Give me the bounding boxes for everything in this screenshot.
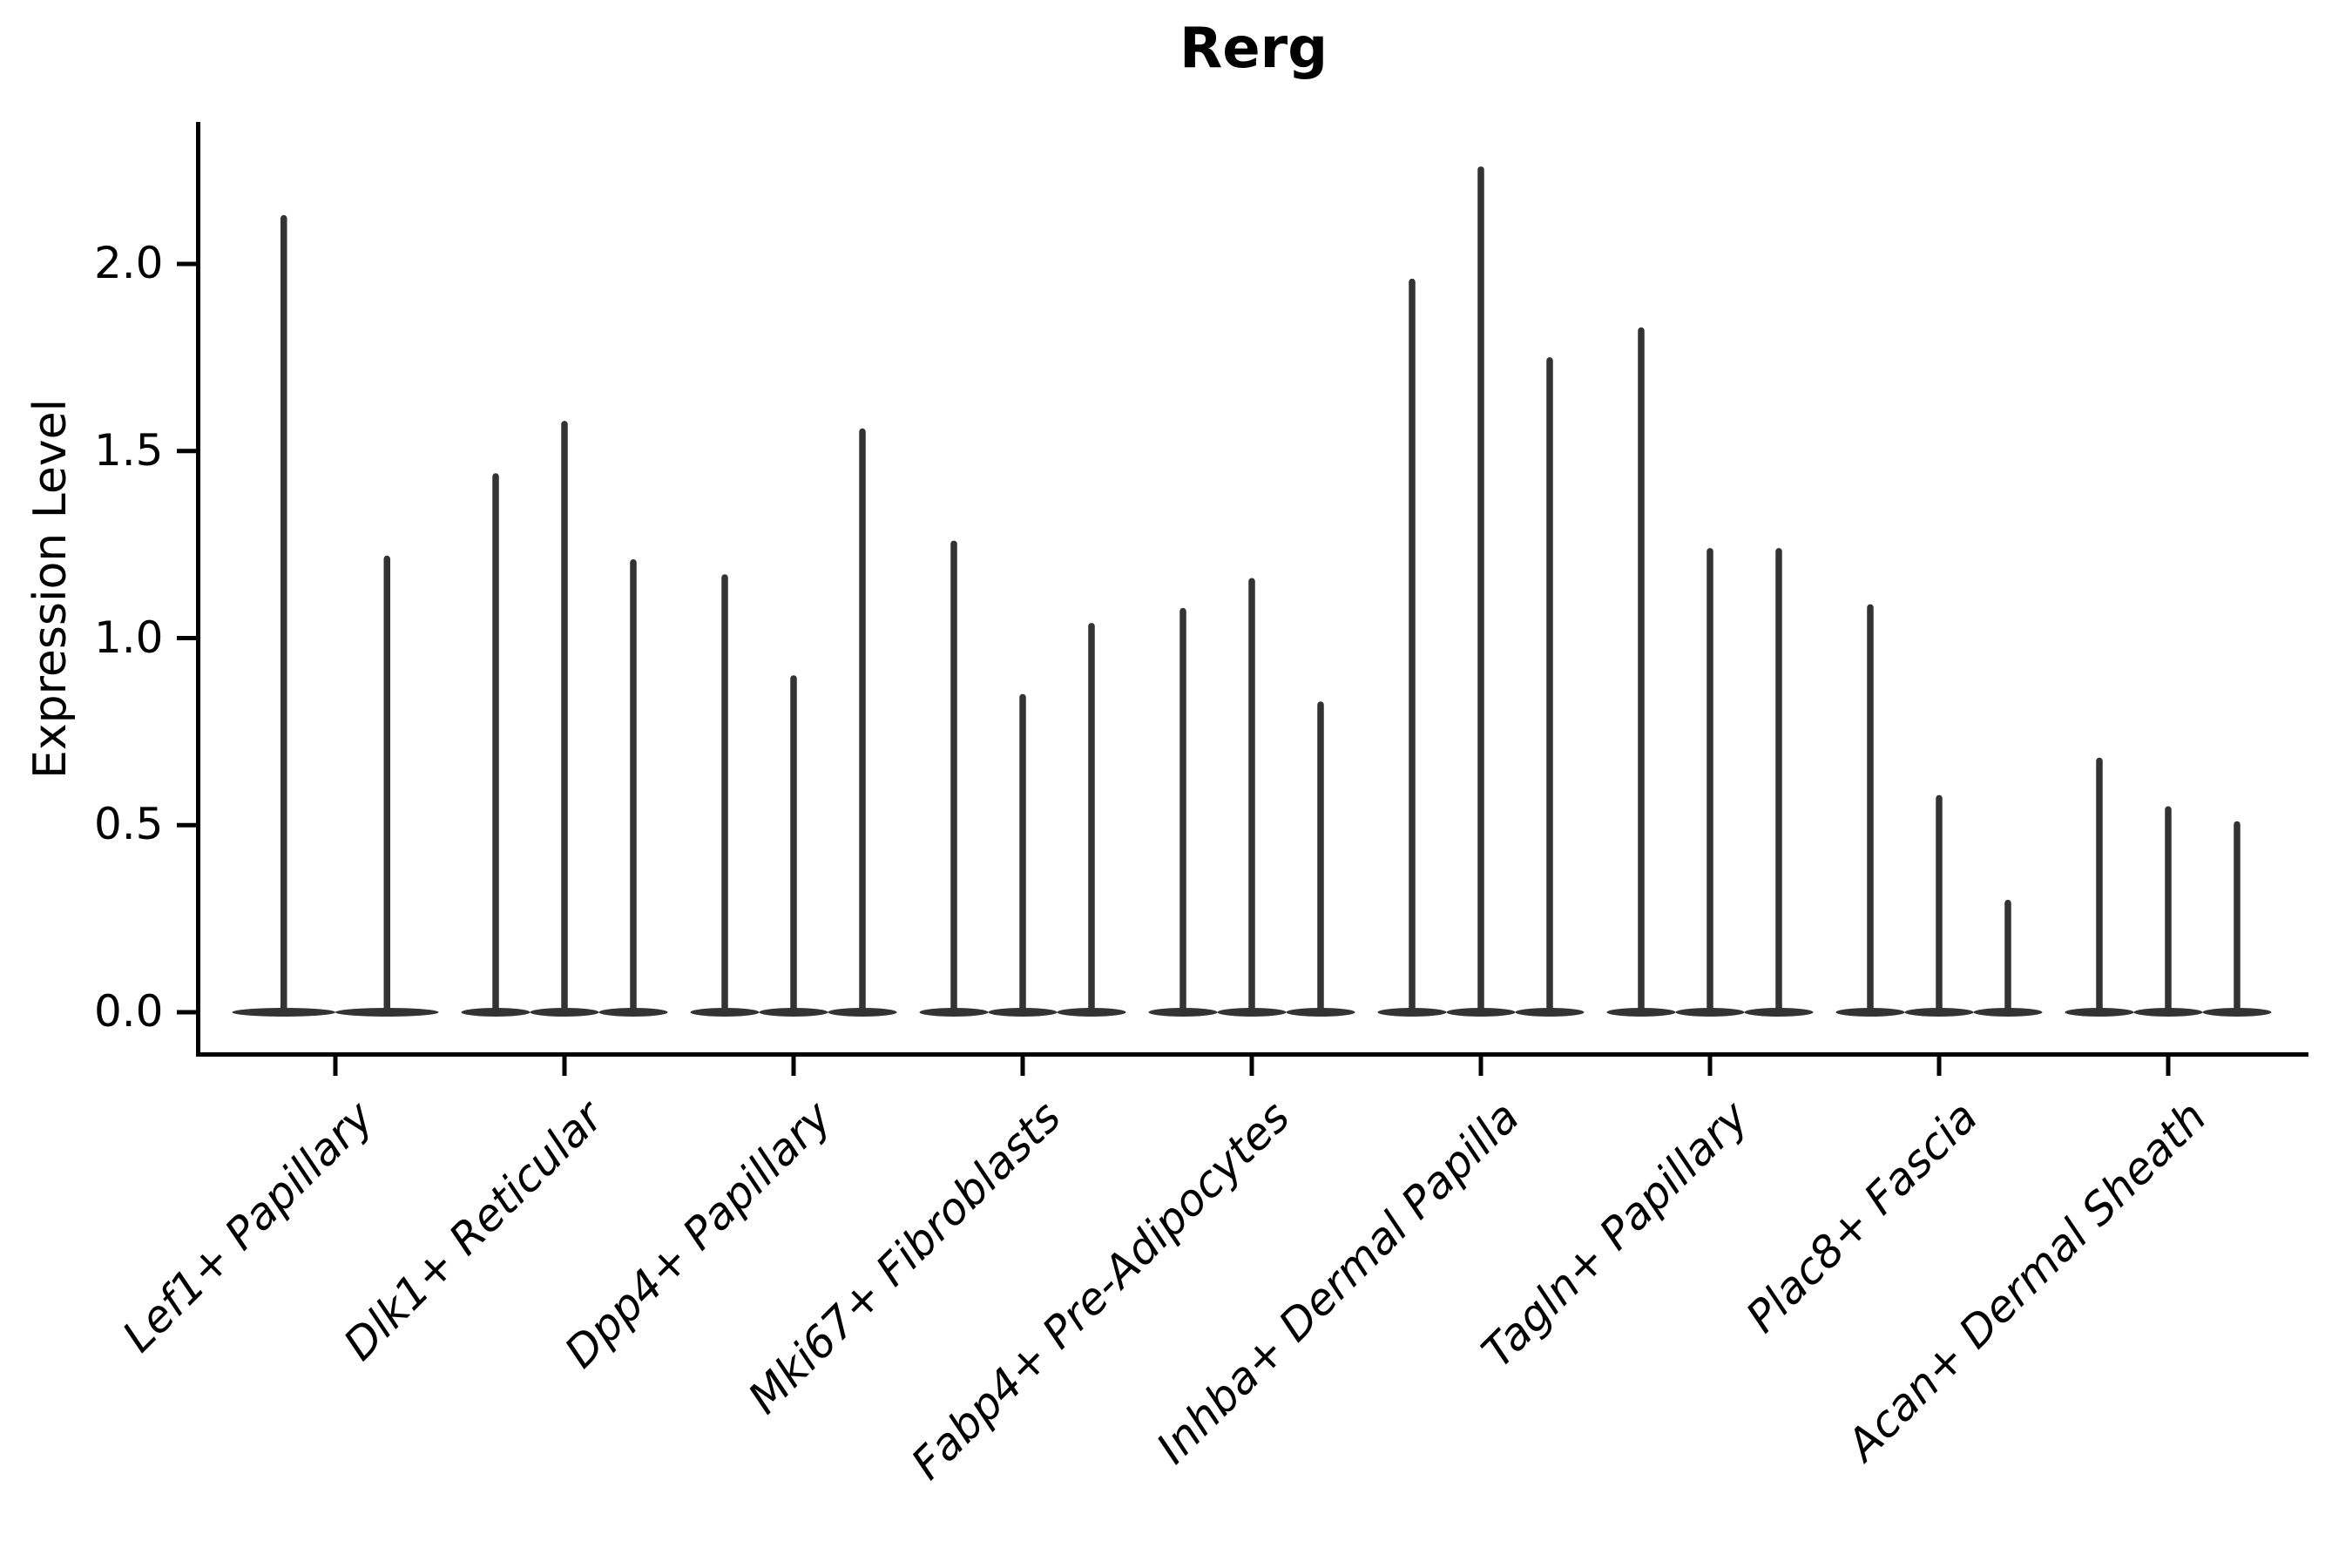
y-tick-label: 1.0	[93, 612, 164, 663]
y-tick-label: 1.5	[93, 424, 164, 476]
y-tick-label: 2.0	[93, 237, 164, 288]
y-tick-label: 0.0	[93, 985, 164, 1037]
chart-title: Rerg	[1179, 17, 1328, 81]
y-tick-label: 0.5	[93, 799, 164, 850]
